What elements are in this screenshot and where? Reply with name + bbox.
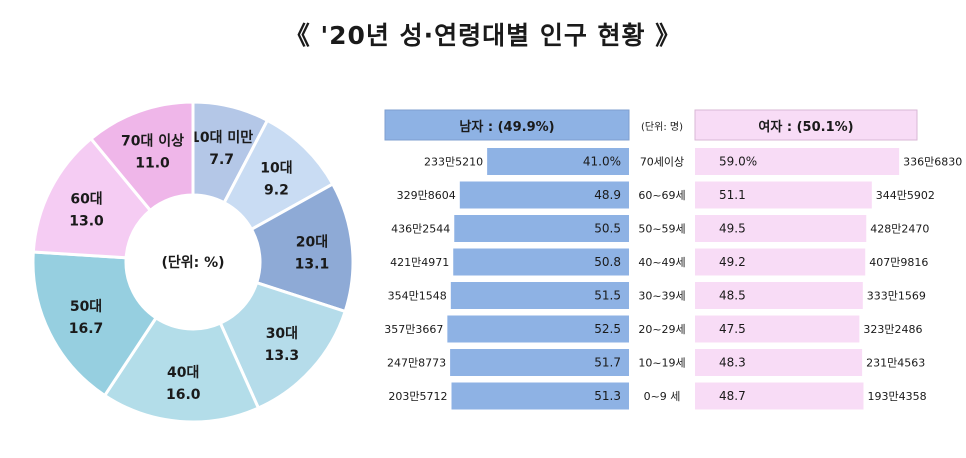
female-count-label: 323만2486	[863, 323, 922, 336]
male-header: 남자 : (49.9%)	[459, 119, 554, 135]
male-count-label: 436만2544	[391, 223, 450, 236]
female-bar	[695, 382, 864, 410]
female-bar	[695, 315, 860, 343]
female-bar	[695, 349, 863, 376]
female-count-label: 344만5902	[876, 189, 935, 202]
donut-slice-value: 16.7	[69, 321, 104, 337]
male-pct-label: 51.3	[594, 389, 621, 403]
female-bar	[695, 148, 900, 175]
male-pct-label: 48.9	[594, 188, 621, 202]
male-pct-label: 50.5	[594, 222, 621, 236]
population-pyramid-chart: 남자 : (49.9%) 여자 : (50.1%) (단위: 명) 41.0% 233만…	[384, 109, 962, 410]
donut-slice-label: 40대	[167, 365, 199, 381]
donut-slice-label: 10대 미만	[190, 130, 253, 146]
age-group-label: 40~49세	[638, 256, 685, 269]
donut-slice-value: 9.2	[264, 182, 289, 198]
male-count-label: 354만1548	[388, 290, 447, 303]
female-count-label: 333만1569	[867, 290, 926, 303]
male-pct-label: 51.5	[594, 289, 621, 303]
female-pct-label: 49.2	[719, 255, 746, 269]
donut-slice-value: 13.3	[265, 348, 300, 364]
female-count-label: 231만4563	[866, 357, 925, 370]
donut-slice-label: 60대	[70, 192, 102, 208]
male-pct-label: 41.0%	[583, 155, 621, 169]
male-bar	[450, 282, 629, 309]
male-count-label: 329만8604	[397, 189, 456, 202]
female-header: 여자 : (50.1%)	[758, 119, 853, 135]
male-count-label: 357만3667	[384, 323, 443, 336]
female-bar	[695, 215, 867, 242]
donut-slice-value: 7.7	[209, 152, 234, 168]
male-count-label: 247만8773	[387, 357, 446, 370]
age-group-label: 60~69세	[638, 189, 685, 202]
donut-slice-value: 13.1	[295, 256, 330, 272]
donut-slice-50대	[31, 250, 159, 398]
unit-label: (단위: 명)	[641, 120, 683, 133]
female-count-label: 428만2470	[870, 223, 929, 236]
female-count-label: 336만6830	[903, 156, 962, 169]
donut-slice-label: 10대	[260, 160, 292, 176]
donut-slice-label: 30대	[266, 326, 298, 342]
age-group-label: 50~59세	[638, 223, 685, 236]
male-count-label: 203만5712	[388, 390, 447, 403]
female-pct-label: 48.3	[719, 356, 746, 370]
male-bar	[487, 148, 629, 175]
page-title: 《 '20년 성·연령대별 인구 현황 》	[284, 21, 682, 50]
age-group-label: 20~29세	[638, 323, 685, 336]
donut-slice-40대	[102, 315, 261, 424]
male-bar	[451, 382, 629, 410]
female-bar	[695, 181, 872, 209]
age-group-label: 30~39세	[638, 290, 685, 303]
female-header-box	[694, 109, 918, 141]
donut-slice-value: 11.0	[135, 156, 170, 172]
female-bar	[695, 282, 863, 309]
male-bar	[453, 248, 629, 276]
male-bar	[450, 349, 629, 376]
donut-slice-label: 20대	[296, 234, 328, 250]
male-count-label: 421만4971	[390, 256, 449, 269]
age-group-label: 70세이상	[640, 156, 684, 169]
donut-slice-label: 70대 이상	[121, 133, 184, 150]
male-pct-label: 51.7	[594, 356, 621, 370]
donut-slice-label: 50대	[70, 299, 102, 315]
donut-slice-value: 16.0	[166, 387, 201, 403]
donut-slice-value: 13.0	[69, 214, 104, 230]
male-bar	[459, 181, 629, 209]
male-bar	[454, 215, 629, 242]
male-pct-label: 52.5	[594, 322, 621, 336]
female-pct-label: 51.1	[719, 188, 746, 202]
age-group-label: 0~9 세	[644, 390, 681, 403]
female-count-label: 407만9816	[869, 256, 928, 269]
donut-slice-70대-이상	[88, 100, 195, 213]
donut-center-label: (단위: %)	[161, 254, 224, 271]
female-pct-label: 47.5	[719, 322, 746, 336]
male-pct-label: 50.8	[594, 255, 621, 269]
donut-chart: 10대 미만 7.7 10대 9.2 20대 13.1 30대 13.3 40대 16.0 50대 1…	[31, 100, 355, 424]
male-header-box	[384, 109, 630, 141]
female-pct-label: 59.0%	[719, 155, 757, 169]
female-bar	[695, 248, 866, 276]
female-pct-label: 49.5	[719, 222, 746, 236]
age-group-label: 10~19세	[638, 357, 685, 370]
female-pct-label: 48.7	[719, 389, 746, 403]
female-count-label: 193만4358	[868, 390, 927, 403]
female-pct-label: 48.5	[719, 289, 746, 303]
male-count-label: 233만5210	[424, 156, 483, 169]
male-bar	[447, 315, 629, 343]
